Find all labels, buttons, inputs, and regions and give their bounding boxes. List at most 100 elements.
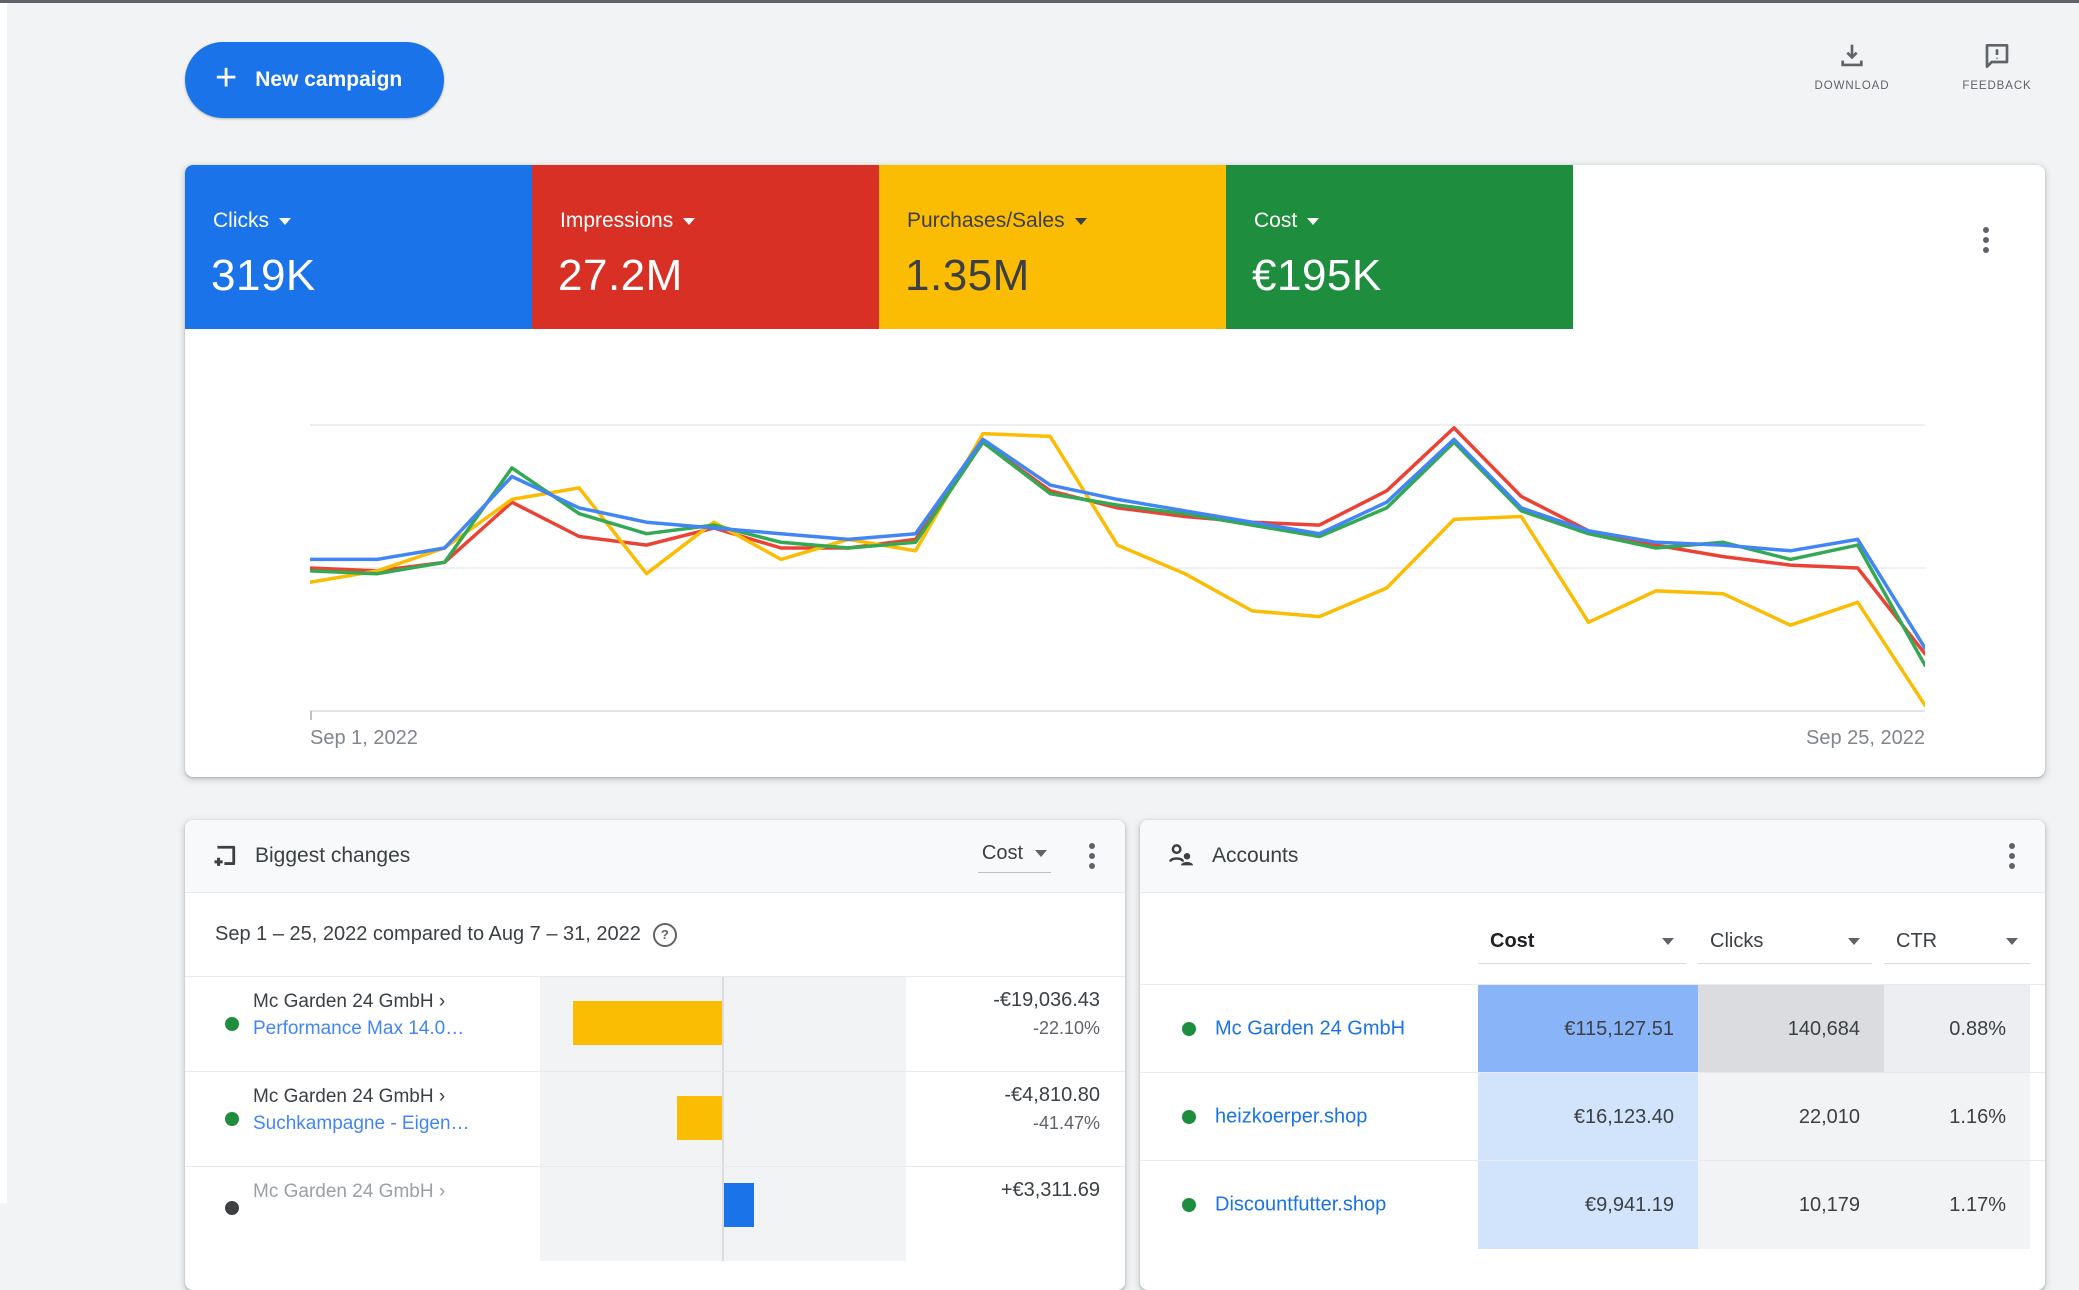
feedback-icon: [1981, 40, 2013, 72]
biggest-changes-header: Biggest changes Cost: [185, 820, 1125, 893]
biggest-change-row: Mc Garden 24 GmbH › Performance Max 14.0…: [185, 976, 1125, 1071]
download-button[interactable]: DOWNLOAD: [1793, 40, 1911, 92]
metric-tile-clicks[interactable]: Clicks 319K: [185, 165, 532, 329]
change-percent: -22.10%: [993, 1015, 1100, 1042]
account-link[interactable]: heizkoerper.shop: [1215, 1106, 1367, 1129]
change-percent: -41.47%: [1004, 1110, 1100, 1137]
cost-value: €115,127.51: [1564, 1018, 1674, 1041]
metric-value: 27.2M: [558, 251, 683, 301]
chevron-down-icon: [683, 218, 695, 225]
change-account-label: Mc Garden 24 GmbH ›: [253, 1083, 470, 1110]
ctr-value: 1.16%: [1949, 1106, 2006, 1129]
clicks-cell: 10,179: [1698, 1161, 1884, 1249]
x-axis-start-label: Sep 1, 2022: [310, 727, 418, 750]
x-axis-end-label: Sep 25, 2022: [1806, 727, 1925, 750]
change-bar-negative: [677, 1096, 723, 1140]
change-amount: +€3,311.69: [1001, 1176, 1100, 1205]
status-dot: [1182, 1022, 1196, 1036]
clicks-value: 10,179: [1799, 1194, 1860, 1217]
account-row: €115,127.51 140,684 0.88% Mc Garden 24 G…: [1140, 984, 2045, 1073]
change-bar-positive: [724, 1183, 754, 1227]
accounts-people-icon: [1166, 841, 1196, 871]
ctr-cell: 1.17%: [1884, 1161, 2030, 1249]
metric-selector-value: Cost: [982, 842, 1023, 865]
biggest-changes-icon: [211, 842, 239, 870]
zero-axis: [722, 1167, 724, 1261]
metric-label: Clicks: [213, 209, 269, 233]
biggest-change-row: Mc Garden 24 GmbH › Suchkampagne - Eigen…: [185, 1071, 1125, 1166]
column-header-ctr[interactable]: CTR: [1884, 920, 2030, 964]
download-label: DOWNLOAD: [1793, 80, 1911, 92]
change-amount: -€19,036.43: [993, 986, 1100, 1015]
column-header-clicks[interactable]: Clicks: [1698, 920, 1872, 964]
ctr-cell: 0.88%: [1884, 985, 2030, 1073]
ctr-value: 0.88%: [1949, 1018, 2006, 1041]
change-account-label: Mc Garden 24 GmbH ›: [253, 1178, 445, 1205]
window-top-edge: [0, 0, 2079, 3]
metric-label: Cost: [1254, 209, 1297, 233]
cost-cell: €115,127.51: [1478, 985, 1698, 1073]
comparison-range: Sep 1 – 25, 2022 compared to Aug 7 – 31,…: [185, 893, 1125, 976]
comparison-range-text: Sep 1 – 25, 2022 compared to Aug 7 – 31,…: [215, 923, 641, 946]
change-bar-panel: [540, 1167, 906, 1261]
zero-axis: [722, 1072, 724, 1166]
change-bar-negative: [573, 1001, 723, 1045]
clicks-cell: 22,010: [1698, 1073, 1884, 1161]
metric-label: Impressions: [560, 209, 673, 233]
new-campaign-label: New campaign: [255, 68, 402, 92]
column-label: Cost: [1490, 930, 1534, 953]
chevron-down-icon: [1307, 218, 1319, 225]
account-link[interactable]: Discountfutter.shop: [1215, 1194, 1386, 1217]
feedback-label: FEEDBACK: [1938, 80, 2056, 92]
timeseries-svg: [310, 411, 1925, 721]
download-icon: [1836, 40, 1868, 72]
change-bar-panel: [540, 1072, 906, 1166]
clicks-cell: 140,684: [1698, 985, 1884, 1073]
metric-tile-impressions[interactable]: Impressions 27.2M: [532, 165, 879, 329]
accounts-card: Accounts Cost Clicks CTR €115,127.51 140…: [1140, 820, 2045, 1290]
change-bar-panel: [540, 977, 906, 1071]
new-campaign-button[interactable]: + New campaign: [185, 42, 444, 118]
metric-selector-dropdown[interactable]: Cost: [978, 840, 1051, 873]
accounts-column-headers: Cost Clicks CTR: [1140, 920, 2045, 974]
ctr-cell: 1.16%: [1884, 1073, 2030, 1161]
account-link[interactable]: Mc Garden 24 GmbH: [1215, 1018, 1405, 1041]
column-label: Clicks: [1710, 930, 1763, 953]
card-title: Biggest changes: [255, 844, 410, 868]
metric-tile-purchases[interactable]: Purchases/Sales 1.35M: [879, 165, 1226, 329]
series-line-impressions: [310, 428, 1925, 654]
left-nav-edge: [0, 3, 7, 1203]
status-dot: [1182, 1198, 1196, 1212]
x-axis-labels: Sep 1, 2022 Sep 25, 2022: [310, 727, 1925, 750]
account-row: €16,123.40 22,010 1.16% heizkoerper.shop: [1140, 1072, 2045, 1161]
series-line-purchases-sales: [310, 434, 1925, 706]
change-amount: -€4,810.80: [1004, 1081, 1100, 1110]
account-row: €9,941.19 10,179 1.17% Discountfutter.sh…: [1140, 1160, 2045, 1249]
chevron-down-icon: [1848, 938, 1860, 945]
change-campaign-link[interactable]: Performance Max 14.0…: [253, 1018, 464, 1039]
accounts-kebab-menu-icon[interactable]: [2005, 839, 2019, 873]
cost-cell: €16,123.40: [1478, 1073, 1698, 1161]
status-dot: [225, 1201, 239, 1215]
clicks-value: 140,684: [1788, 1018, 1860, 1041]
status-dot: [225, 1017, 239, 1031]
feedback-button[interactable]: FEEDBACK: [1938, 40, 2056, 92]
metric-tile-cost[interactable]: Cost €195K: [1226, 165, 1573, 329]
metric-value: 1.35M: [905, 251, 1030, 301]
biggest-changes-card: Biggest changes Cost Sep 1 – 25, 2022 co…: [185, 820, 1125, 1290]
cost-value: €16,123.40: [1574, 1106, 1674, 1129]
chevron-down-icon: [1075, 218, 1087, 225]
metric-value: 319K: [211, 251, 316, 301]
card-title: Accounts: [1212, 844, 1298, 868]
help-icon[interactable]: ?: [653, 923, 677, 947]
overview-kebab-menu-icon[interactable]: [1979, 223, 1993, 257]
change-campaign-link[interactable]: Suchkampagne - Eigen…: [253, 1113, 470, 1134]
column-header-cost[interactable]: Cost: [1478, 920, 1686, 964]
biggest-changes-kebab-menu-icon[interactable]: [1085, 839, 1099, 873]
status-dot: [1182, 1110, 1196, 1124]
chevron-down-icon: [2006, 938, 2018, 945]
accounts-header: Accounts: [1140, 820, 2045, 893]
chevron-down-icon: [279, 218, 291, 225]
column-label: CTR: [1896, 930, 1937, 953]
metric-label: Purchases/Sales: [907, 209, 1065, 233]
